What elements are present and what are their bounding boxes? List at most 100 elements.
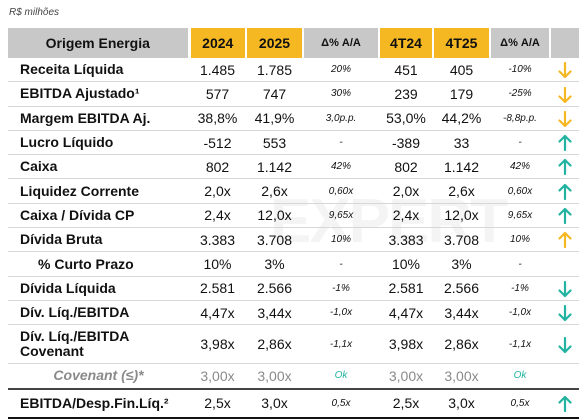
var-quarter: Ok (490, 363, 550, 390)
value-4t24: 10% (379, 251, 433, 277)
header-var-annual: Δ% A/A (303, 28, 380, 58)
var-quarter: -1,0x (490, 300, 550, 326)
value-2024: 10% (189, 251, 246, 277)
trend-cell (550, 203, 579, 229)
value-4t24: 53,0% (379, 106, 433, 131)
value-2024: 1.485 (189, 58, 246, 83)
table-row: EBITDA/Desp.Fin.Líq.² 2,5x 3,0x 0,5x 2,5x 3,0… (8, 387, 579, 419)
value-2024: 577 (189, 81, 246, 107)
table-row: Caixa / Dívida CP 2,4x 12,0x 9,65x 2,4x 12,0x… (8, 203, 579, 229)
var-annual: 9,65x (303, 203, 379, 229)
value-2025: 1.142 (246, 154, 303, 180)
arrow-down-icon (557, 86, 572, 103)
value-2025: 3,00x (246, 363, 303, 390)
financial-table: Origem Energia 2024 2025 Δ% A/A 4T24 4T2… (8, 28, 579, 419)
row-label: Dív. Líq./EBITDA Covenant (8, 324, 189, 365)
trend-cell (550, 251, 579, 277)
header-origem-energia: Origem Energia (8, 28, 191, 58)
header-var-quarter: Δ% A/A (490, 28, 551, 58)
value-4t24: 3.383 (379, 227, 433, 253)
value-2025: 1.785 (246, 58, 303, 83)
var-annual: -1% (303, 276, 379, 301)
var-annual: - (303, 251, 379, 277)
value-4t25: 3,0x (433, 387, 490, 419)
row-label: Caixa / Dívida CP (8, 203, 189, 229)
value-4t24: 239 (379, 81, 433, 107)
row-label: Caixa (8, 154, 189, 180)
value-2025: 3,44x (246, 300, 303, 326)
row-label: Dívida Líquida (8, 276, 189, 301)
header-4t24: 4T24 (379, 28, 434, 58)
row-label: Covenant (≤)* (8, 363, 189, 390)
trend-cell (550, 363, 579, 390)
var-annual: -1,0x (303, 300, 379, 326)
table-row: Liquidez Corrente 2,0x 2,6x 0,60x 2,0x 2,6x 0,… (8, 178, 579, 204)
arrow-down-icon (557, 336, 572, 353)
trend-cell (550, 276, 579, 301)
row-label: EBITDA Ajustado¹ (8, 81, 189, 107)
arrow-up-icon (557, 135, 572, 152)
value-2025: 553 (246, 130, 303, 156)
value-2024: 38,8% (189, 106, 246, 131)
value-4t24: 451 (379, 58, 433, 83)
trend-cell (550, 58, 579, 83)
header-2025: 2025 (246, 28, 304, 58)
value-2025: 2,86x (246, 324, 303, 365)
arrow-up-icon (557, 395, 572, 412)
arrow-down-icon (557, 280, 572, 297)
trend-cell (550, 81, 579, 107)
unit-label: R$ milhões (9, 7, 60, 18)
value-2024: -512 (189, 130, 246, 156)
table-row: Covenant (≤)* 3,00x 3,00x Ok 3,00x 3,00x Ok (8, 363, 579, 390)
value-4t25: 12,0x (433, 203, 490, 229)
value-2024: 3.383 (189, 227, 246, 253)
value-4t24: 2.581 (379, 276, 433, 301)
value-2024: 2,5x (189, 387, 246, 419)
var-annual: 42% (303, 154, 379, 180)
value-2025: 747 (246, 81, 303, 107)
value-4t25: 44,2% (433, 106, 490, 131)
table-row: Receita Líquida 1.485 1.785 20% 451 405 -10% (8, 58, 579, 83)
trend-cell (550, 324, 579, 365)
header-4t25: 4T25 (433, 28, 491, 58)
var-annual: - (303, 130, 379, 156)
row-label: % Curto Prazo (8, 251, 189, 277)
trend-cell (550, 178, 579, 204)
var-quarter: - (490, 130, 550, 156)
var-quarter: -1% (490, 276, 550, 301)
trend-cell (550, 300, 579, 326)
value-2024: 3,00x (189, 363, 246, 390)
value-4t25: 33 (433, 130, 490, 156)
var-annual: 20% (303, 58, 379, 83)
header-2024: 2024 (189, 28, 247, 58)
var-quarter: 10% (490, 227, 550, 253)
row-label: Lucro Líquido (8, 130, 189, 156)
row-label: Liquidez Corrente (8, 178, 189, 204)
value-4t24: 3,98x (379, 324, 433, 365)
value-4t24: 2,4x (379, 203, 433, 229)
value-4t25: 2,86x (433, 324, 490, 365)
value-2025: 3% (246, 251, 303, 277)
value-4t24: 2,0x (379, 178, 433, 204)
table-row: Dívida Líquida 2.581 2.566 -1% 2.581 2.566 -1% (8, 276, 579, 301)
value-2024: 2,0x (189, 178, 246, 204)
row-label: Dívida Bruta (8, 227, 189, 253)
value-4t24: 2,5x (379, 387, 433, 419)
var-annual: 3,0p.p. (303, 106, 379, 131)
var-quarter: -10% (490, 58, 550, 83)
var-annual: 0,60x (303, 178, 379, 204)
value-4t24: 802 (379, 154, 433, 180)
var-quarter: 42% (490, 154, 550, 180)
header-arrow-cell (550, 28, 579, 58)
table-row: % Curto Prazo 10% 3% -10% 3% - (8, 251, 579, 277)
value-2025: 41,9% (246, 106, 303, 131)
value-4t25: 3,00x (433, 363, 490, 390)
table-row: Lucro Líquido -512 553- -389 33- (8, 130, 579, 156)
value-2024: 802 (189, 154, 246, 180)
var-quarter: 0,5x (490, 387, 550, 419)
arrow-up-icon (557, 159, 572, 176)
value-4t24: 3,00x (379, 363, 433, 390)
row-label: Dív. Líq./EBITDA (8, 300, 189, 326)
table-row: Caixa 802 1.142 42% 802 1.142 42% (8, 154, 579, 180)
row-label: Margem EBITDA Aj. (8, 106, 189, 131)
